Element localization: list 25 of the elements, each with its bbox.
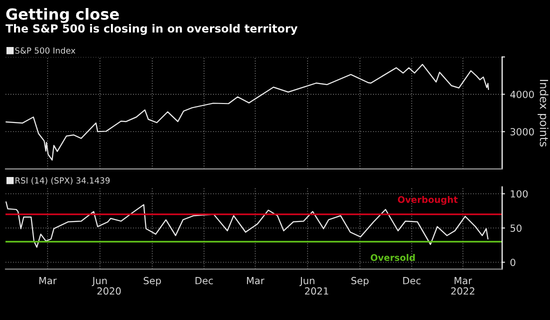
x-tick-label: Mar (454, 277, 472, 284)
ref-line-label: Overbought (398, 196, 458, 205)
x2-tick-label: 2021 (305, 287, 328, 295)
y-tick-label: 0 (510, 258, 516, 266)
x2-tick-label: 2020 (97, 287, 121, 295)
x-tick-label: Mar (247, 277, 264, 284)
ref-line-label: Oversold (370, 254, 415, 261)
chart-title: Getting close (6, 8, 119, 23)
y-tick-label: 3000 (510, 128, 534, 136)
x-tick-label: Dec (196, 277, 213, 284)
x-tick-label: Sep (351, 276, 369, 286)
legend-label: S&P 500 Index (15, 47, 76, 54)
x-tick-label: Dec (403, 277, 420, 284)
legend-label: RSI (14) (SPX) 34.1439 (15, 177, 110, 185)
x-tick-label: Jun (299, 277, 314, 286)
x-tick-label: Jun (92, 277, 107, 286)
x-tick-label: Sep (144, 276, 161, 286)
x-tick-label: Mar (39, 277, 57, 284)
y-tick-label: 50 (510, 224, 522, 232)
x2-tick-label: 2022 (451, 287, 474, 295)
y-tick-label: 100 (510, 190, 528, 198)
y-tick-label: 4000 (510, 90, 534, 98)
chart-subtitle: The S&P 500 is closing in on oversold territory (6, 24, 298, 35)
y-axis-title: Index points (538, 80, 548, 147)
line-series (6, 64, 490, 161)
